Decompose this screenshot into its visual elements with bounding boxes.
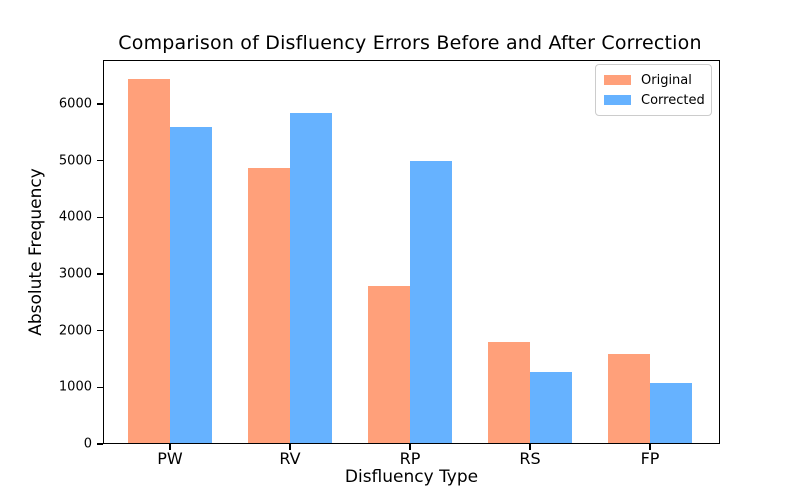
- legend-label-corrected: Corrected: [641, 92, 705, 108]
- bar-corrected-pw: [170, 126, 212, 443]
- x-axis-label: Disfluency Type: [344, 467, 479, 487]
- bar-corrected-rs: [530, 371, 572, 443]
- x-tick-label-fp: FP: [640, 449, 660, 468]
- x-tick-label-rv: RV: [279, 449, 301, 468]
- legend-entry-original: Original: [604, 70, 703, 90]
- bar-corrected-rv: [290, 113, 332, 443]
- y-tick-label: 1000: [58, 379, 92, 395]
- x-tick-label-pw: PW: [157, 449, 183, 468]
- x-tick-label-rp: RP: [399, 449, 421, 468]
- x-tick-mark: [529, 444, 531, 450]
- bar-original-fp: [608, 354, 650, 443]
- y-tick-mark: [97, 216, 103, 219]
- legend-label-original: Original: [641, 72, 692, 88]
- y-tick-label: 6000: [58, 96, 92, 112]
- bar-original-rv: [248, 168, 290, 443]
- bar-corrected-rp: [410, 160, 452, 443]
- bar-corrected-fp: [650, 382, 692, 443]
- bar-original-pw: [128, 78, 170, 443]
- y-tick-mark: [97, 386, 103, 389]
- y-tick-mark: [97, 273, 103, 275]
- y-tick-label: 4000: [58, 209, 92, 225]
- x-tick-mark: [409, 444, 411, 450]
- legend-swatch-original: [604, 75, 631, 85]
- y-tick-mark: [97, 160, 103, 162]
- legend-entry-corrected: Corrected: [604, 90, 705, 110]
- y-tick-mark: [97, 443, 103, 445]
- y-tick-label: 5000: [58, 153, 92, 169]
- y-tick-label: 3000: [58, 266, 92, 282]
- y-tick-mark: [97, 103, 103, 105]
- y-tick-label: 0: [83, 436, 92, 452]
- legend-swatch-corrected: [604, 95, 631, 105]
- y-tick-mark: [97, 330, 103, 332]
- bar-original-rs: [488, 341, 530, 443]
- x-tick-mark: [289, 444, 291, 450]
- plot-area: [103, 60, 720, 444]
- y-tick-label: 2000: [58, 323, 92, 339]
- y-axis-label: Absolute Frequency: [26, 168, 46, 336]
- chart-title: Comparison of Disfluency Errors Before a…: [118, 32, 702, 54]
- x-tick-mark: [649, 444, 651, 450]
- x-tick-mark: [169, 444, 171, 450]
- bar-original-rp: [368, 286, 410, 443]
- legend: Original Corrected: [595, 64, 712, 116]
- x-tick-label-rs: RS: [519, 449, 541, 468]
